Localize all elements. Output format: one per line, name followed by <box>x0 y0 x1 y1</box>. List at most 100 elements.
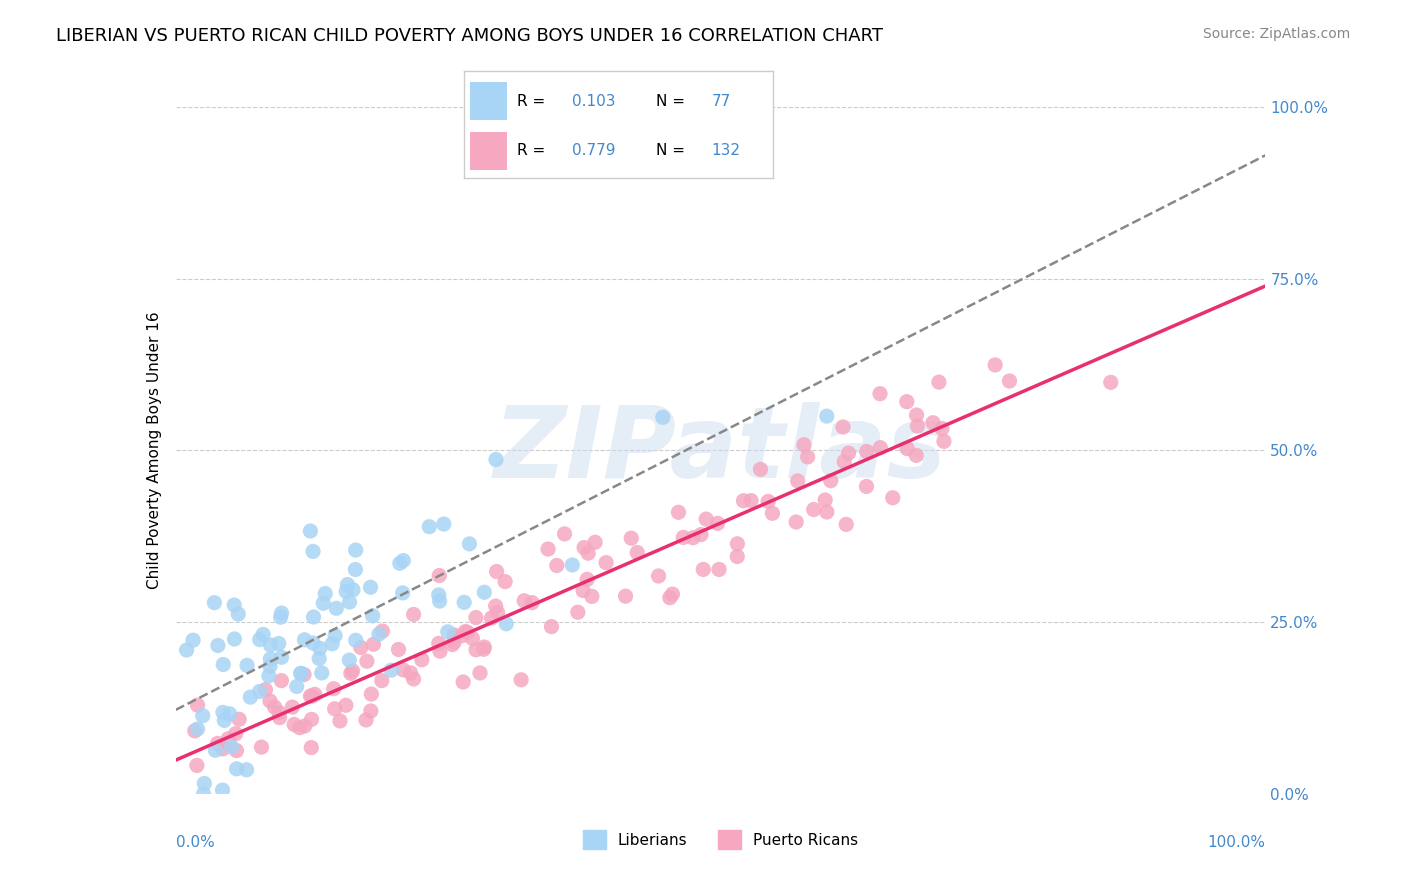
Point <box>299 740 322 755</box>
Point <box>485 599 508 613</box>
Point <box>290 666 312 681</box>
Point <box>626 545 648 559</box>
Point <box>259 638 281 652</box>
Point <box>360 687 382 701</box>
Point <box>269 711 291 725</box>
Point <box>236 658 259 673</box>
Point <box>259 652 281 666</box>
Point <box>350 640 373 655</box>
Point <box>335 584 357 599</box>
Point <box>468 665 491 680</box>
Point <box>363 637 385 651</box>
Text: 0.0%: 0.0% <box>176 835 215 850</box>
Point <box>647 569 669 583</box>
Point <box>464 610 486 624</box>
Point <box>361 608 384 623</box>
Point <box>339 595 361 609</box>
Point <box>620 531 643 545</box>
Point <box>218 706 240 721</box>
Point <box>301 712 323 726</box>
Point <box>740 493 762 508</box>
Point <box>436 624 458 639</box>
Point <box>928 375 950 389</box>
Point <box>304 687 326 701</box>
Text: 100.0%: 100.0% <box>1208 835 1265 850</box>
Point <box>226 607 249 621</box>
Point <box>214 714 236 728</box>
Point <box>224 598 246 612</box>
Point <box>510 673 533 687</box>
Point <box>212 706 235 720</box>
Point <box>614 589 637 603</box>
Point <box>427 636 450 650</box>
Point <box>690 527 713 541</box>
Point <box>595 556 617 570</box>
Point <box>388 557 411 571</box>
Point <box>855 479 877 493</box>
Text: LIBERIAN VS PUERTO RICAN CHILD POVERTY AMONG BOYS UNDER 16 CORRELATION CHART: LIBERIAN VS PUERTO RICAN CHILD POVERTY A… <box>56 27 883 45</box>
Point <box>1099 376 1122 390</box>
Point <box>294 632 316 647</box>
Point <box>207 736 229 750</box>
Point <box>725 537 748 551</box>
Point <box>325 601 347 615</box>
Point <box>270 610 292 624</box>
Point <box>302 544 325 558</box>
FancyBboxPatch shape <box>470 82 508 120</box>
Point <box>288 721 311 735</box>
Point <box>254 682 277 697</box>
Point <box>454 624 477 639</box>
Point <box>835 517 858 532</box>
Point <box>302 610 325 624</box>
Point <box>176 643 198 657</box>
Point <box>212 657 235 672</box>
Point <box>796 450 818 464</box>
Point <box>285 680 308 694</box>
Point <box>225 762 247 776</box>
Point <box>321 637 343 651</box>
Point <box>896 442 918 456</box>
Point <box>707 562 730 576</box>
Point <box>323 702 346 716</box>
Text: 0.779: 0.779 <box>572 143 616 158</box>
Point <box>340 666 363 681</box>
Point <box>896 394 918 409</box>
Point <box>337 653 360 667</box>
Point <box>451 629 474 643</box>
Point <box>882 491 904 505</box>
Point <box>837 446 859 460</box>
Point <box>458 537 481 551</box>
Point <box>202 596 225 610</box>
Point <box>905 419 928 434</box>
Point <box>259 694 281 708</box>
Text: 77: 77 <box>711 94 731 109</box>
Point <box>356 654 378 668</box>
Point <box>932 434 955 449</box>
FancyBboxPatch shape <box>470 132 508 169</box>
Point <box>402 672 425 686</box>
Point <box>546 558 568 573</box>
Point <box>453 595 475 609</box>
Point <box>554 527 576 541</box>
Point <box>725 549 748 564</box>
Point <box>322 681 344 696</box>
Point <box>540 620 562 634</box>
Point <box>427 568 450 582</box>
Point <box>228 712 250 726</box>
Point <box>360 580 382 594</box>
Text: R =: R = <box>516 143 550 158</box>
Point <box>329 714 352 728</box>
Point <box>360 704 382 718</box>
Point <box>309 641 332 656</box>
Point <box>984 358 1007 372</box>
Point <box>567 605 589 619</box>
Point <box>311 665 333 680</box>
Point <box>368 627 391 641</box>
Point <box>576 546 599 560</box>
Point <box>371 624 394 639</box>
Text: R =: R = <box>516 94 550 109</box>
Point <box>905 408 928 422</box>
Point <box>692 562 714 576</box>
Legend: Liberians, Puerto Ricans: Liberians, Puerto Ricans <box>576 824 865 855</box>
Point <box>225 726 247 740</box>
